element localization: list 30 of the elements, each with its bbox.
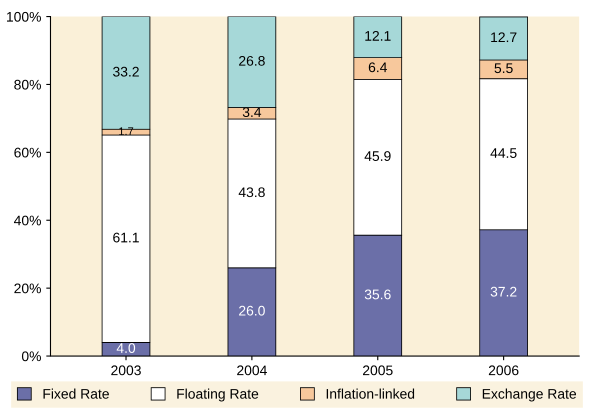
data-label: 33.2: [113, 66, 139, 77]
x-tick-label: 2003: [111, 365, 141, 376]
data-label: 26.0: [239, 306, 265, 316]
data-label: 6.4: [368, 62, 388, 72]
y-tick-label: 0%: [22, 351, 41, 362]
data-label: 12.7: [491, 32, 516, 42]
y-tick-label: 60%: [14, 148, 41, 158]
y-tick-label: 80%: [14, 80, 41, 90]
data-label: 35.6: [364, 290, 391, 300]
legend-label: Fixed Rate: [44, 388, 109, 399]
y-tick-label: 20%: [14, 283, 41, 294]
data-label: 45.9: [364, 151, 391, 162]
data-label: 43.8: [238, 187, 265, 198]
data-label: 37.2: [490, 286, 516, 297]
data-label: 12.1: [365, 30, 391, 41]
data-label: 61.1: [113, 232, 139, 242]
data-label: 4.0: [116, 343, 136, 353]
y-tick-label: 100%: [7, 12, 41, 22]
legend-label: Floating Rate: [177, 388, 258, 402]
data-label: 26.8: [239, 56, 265, 66]
x-tick-label: 2005: [363, 365, 393, 376]
legend-label: Exchange Rate: [482, 388, 576, 402]
data-label: 3.4: [242, 107, 262, 118]
legend-label: Inflation-linked: [326, 388, 414, 399]
data-label: 1.7: [119, 127, 134, 136]
y-tick-label: 40%: [14, 216, 41, 226]
x-tick-label: 2006: [488, 365, 518, 376]
data-label: 44.5: [490, 148, 517, 158]
data-label: 5.5: [494, 63, 513, 74]
x-tick-label: 2004: [237, 365, 267, 376]
